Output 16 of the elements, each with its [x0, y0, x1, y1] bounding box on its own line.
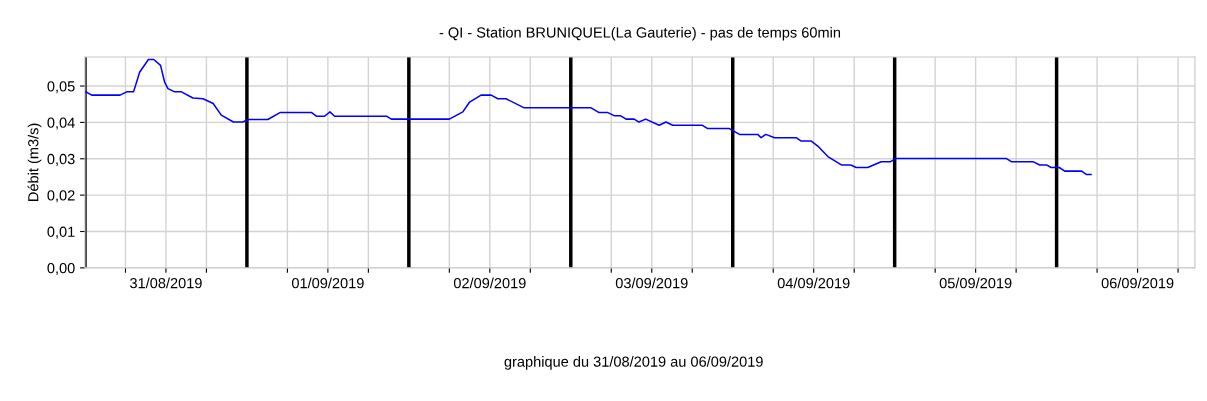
y-tick-label: 0,04 [47, 117, 75, 130]
x-tick-label: 06/09/2019 [1101, 277, 1174, 289]
y-tick-label: 0,03 [47, 153, 75, 166]
x-tick-label: 01/09/2019 [291, 277, 364, 289]
x-tick-label: 04/09/2019 [777, 277, 850, 289]
x-tick-label: 02/09/2019 [453, 277, 526, 289]
y-tick-label: 0,01 [47, 226, 75, 239]
y-tick-label: 0,05 [47, 81, 75, 94]
x-tick-label: 31/08/2019 [130, 277, 202, 289]
y-axis-title: Débit (m3/s) [27, 123, 42, 201]
chart-title: - QI - Station BRUNIQUEL(La Gauterie) - pas de temps 60min [439, 26, 841, 41]
y-tick-label: 0,02 [47, 190, 75, 203]
y-tick-label: 0,00 [47, 262, 75, 276]
x-tick-label: 05/09/2019 [939, 277, 1012, 289]
text: graphique du 31/08/2019 au 06/09/2019 [504, 356, 763, 370]
x-tick-label: 03/09/2019 [615, 277, 688, 289]
